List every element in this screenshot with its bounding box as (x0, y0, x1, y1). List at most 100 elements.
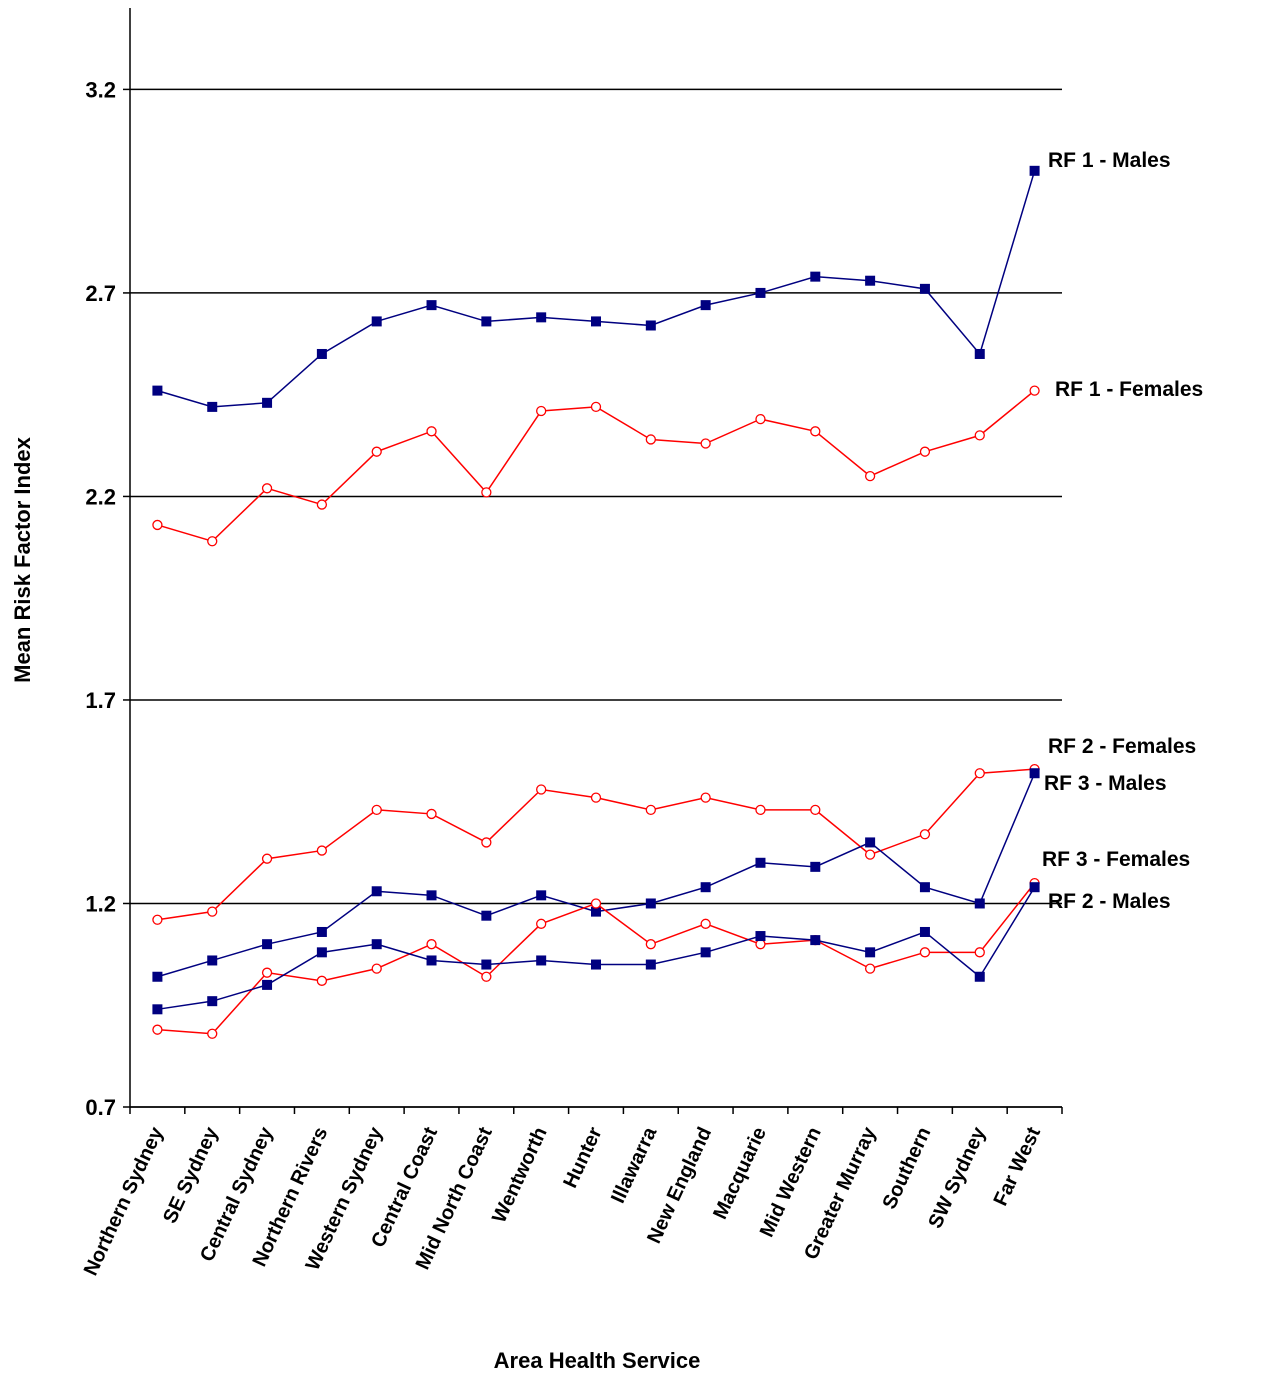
data-point (645, 939, 656, 950)
data-point (810, 861, 821, 872)
data-point (645, 898, 656, 909)
data-point (207, 955, 218, 966)
x-tick-label: Illawarra (607, 1123, 662, 1207)
data-point (919, 947, 931, 958)
data-point (919, 926, 930, 937)
data-point (426, 808, 437, 820)
x-tick-label: Hunter (559, 1124, 606, 1192)
x-tick-label: SW Sydney (924, 1123, 990, 1232)
data-point (261, 967, 273, 978)
data-point (974, 898, 985, 909)
data-point (865, 837, 876, 848)
series-line (157, 390, 1036, 543)
data-point (591, 906, 601, 917)
data-point (481, 910, 492, 921)
series-label: RF 1 - Females (1055, 378, 1203, 401)
data-point (755, 804, 766, 816)
data-point (536, 312, 547, 323)
series-line (157, 170, 1036, 408)
y-axis-title: Mean Risk Factor Index (10, 436, 35, 683)
data-point (152, 1004, 163, 1015)
data-point (152, 914, 163, 925)
data-point (974, 947, 985, 958)
data-point (810, 935, 821, 946)
data-point (919, 829, 931, 840)
data-point (645, 320, 656, 331)
data-point (371, 939, 382, 950)
data-point (426, 955, 437, 966)
data-point (316, 975, 328, 986)
data-point (426, 939, 437, 950)
data-point (481, 959, 492, 970)
data-point (700, 947, 711, 958)
data-point (536, 405, 547, 417)
data-point (371, 316, 382, 327)
x-tick-label: Macquarie (709, 1124, 771, 1223)
data-point (645, 959, 656, 970)
data-point (974, 971, 985, 982)
data-point (536, 918, 547, 929)
data-point (591, 959, 601, 970)
series-line (157, 772, 1036, 978)
data-point (590, 898, 602, 909)
data-point (974, 430, 985, 441)
data-point (974, 768, 985, 779)
data-point (481, 487, 492, 498)
data-point (865, 275, 876, 286)
data-point (755, 413, 766, 425)
data-point (810, 804, 821, 816)
data-point (207, 401, 218, 412)
data-point (152, 1024, 163, 1035)
data-point (262, 397, 273, 408)
data-point (207, 906, 218, 917)
data-point (207, 536, 218, 547)
data-point (590, 401, 602, 413)
x-tick-label: Northern Sydney (80, 1123, 168, 1279)
data-point (755, 287, 766, 298)
y-tick-label: 2.2 (85, 484, 116, 509)
data-point (371, 886, 382, 897)
data-point (207, 996, 218, 1007)
data-point (700, 300, 711, 311)
series-label: RF 1 - Males (1048, 149, 1171, 172)
data-point (426, 890, 437, 901)
data-point (316, 499, 328, 510)
data-point (481, 971, 492, 982)
data-point (700, 792, 711, 803)
data-point (1029, 165, 1040, 176)
data-point (316, 947, 327, 958)
data-point (536, 955, 547, 966)
data-point (152, 519, 163, 531)
data-point (481, 316, 492, 327)
data-point (864, 470, 876, 482)
data-point (919, 446, 931, 457)
series-label: RF 2 - Males (1048, 890, 1171, 913)
data-point (865, 947, 876, 958)
data-point (645, 434, 656, 445)
data-point (864, 963, 876, 974)
data-point (426, 300, 437, 311)
data-point (262, 939, 273, 950)
data-point (700, 918, 711, 929)
data-point (481, 837, 492, 848)
data-point (371, 804, 382, 816)
data-point (152, 385, 163, 396)
x-tick-label: Far West (990, 1124, 1046, 1210)
data-point (864, 849, 876, 860)
series-label: RF 3 - Males (1044, 772, 1167, 795)
data-point (591, 316, 601, 327)
data-point (316, 845, 328, 856)
data-point (700, 438, 711, 449)
data-point (207, 1028, 218, 1039)
data-point (1029, 385, 1040, 396)
data-point (755, 931, 766, 942)
series-line (157, 768, 1035, 921)
y-tick-label: 1.7 (85, 688, 116, 713)
x-axis-title: Area Health Service (494, 1348, 701, 1373)
data-point (371, 446, 382, 457)
data-point (810, 271, 821, 282)
data-point (810, 426, 821, 437)
data-point (316, 348, 327, 359)
